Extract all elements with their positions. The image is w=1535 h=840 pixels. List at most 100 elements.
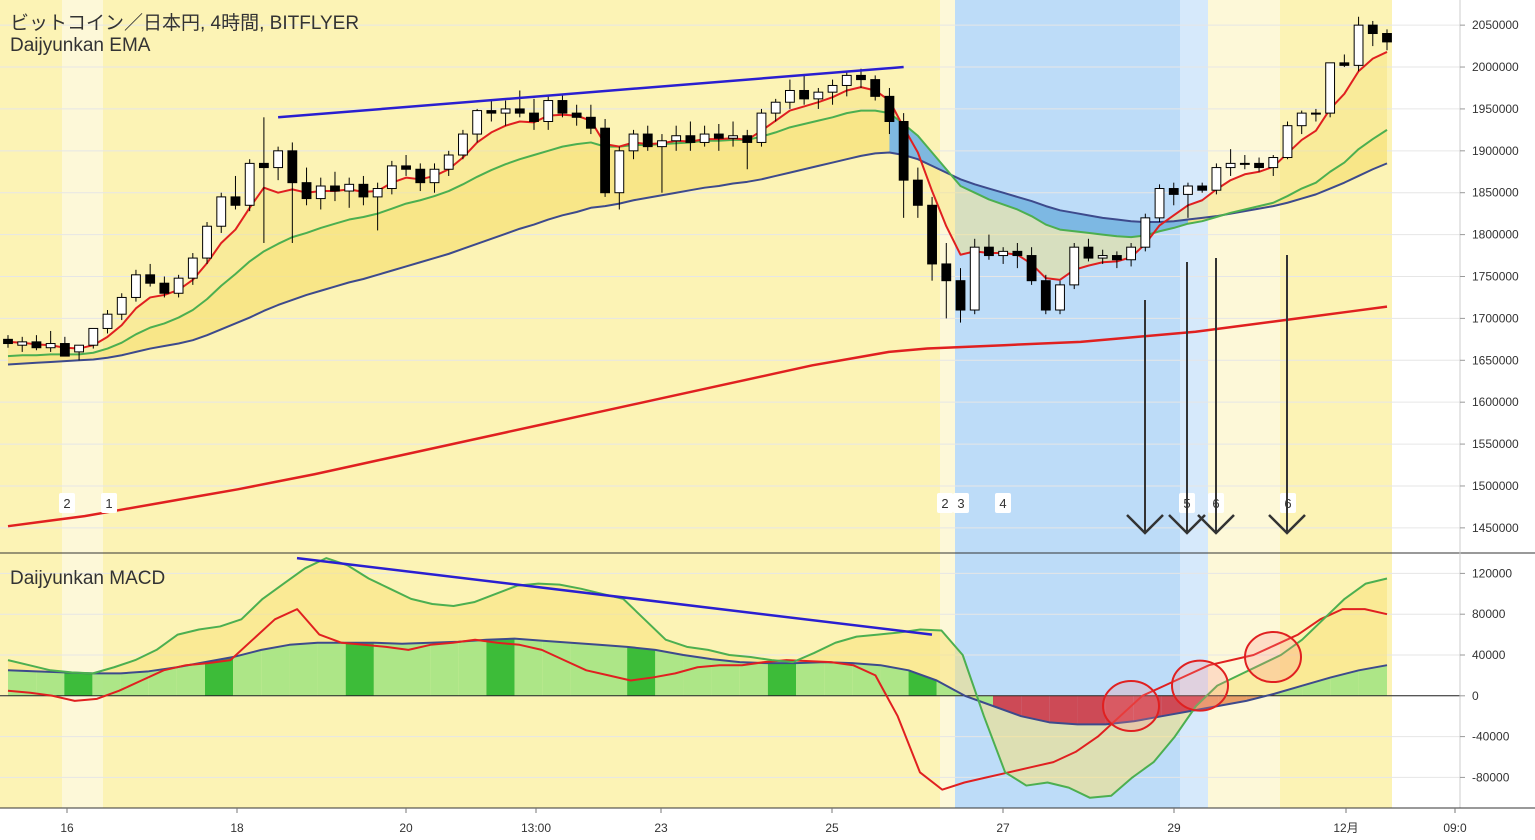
candle-body xyxy=(1126,246,1137,261)
macd-fill xyxy=(8,558,1387,798)
macd-histogram-bar xyxy=(796,662,825,696)
candle-body xyxy=(74,344,84,353)
macd-tick-label: 120000 xyxy=(1472,566,1512,580)
x-tick-label: 16 xyxy=(60,821,74,835)
zone-marker-label: 1 xyxy=(105,496,112,511)
macd-histogram-bar xyxy=(627,646,656,696)
ema-band xyxy=(8,110,1387,365)
candle-body xyxy=(628,133,639,152)
zone-marker: 1 xyxy=(101,493,117,513)
candle-body xyxy=(1183,185,1193,195)
macd-histogram-bar xyxy=(1161,695,1190,717)
macd-histogram-bar xyxy=(711,659,740,696)
macd-histogram-bar xyxy=(852,663,881,696)
zone-marker-label: 2 xyxy=(941,496,948,511)
candle-body xyxy=(145,274,156,284)
x-tick-label: 23 xyxy=(654,821,668,835)
candle-body xyxy=(1339,62,1350,66)
candle-body xyxy=(1311,112,1321,115)
candle-body xyxy=(813,91,824,100)
price-pane xyxy=(3,16,1392,528)
candle-body xyxy=(386,165,397,190)
ema-short-line xyxy=(7,51,1388,350)
x-tick-label: 13:00 xyxy=(521,821,551,835)
signal-arrow xyxy=(1268,255,1306,535)
candle-body xyxy=(159,282,170,294)
zone-marker: 2 xyxy=(59,493,75,513)
candle-body xyxy=(1268,157,1279,169)
macd-pane xyxy=(0,557,1460,799)
zone-band xyxy=(955,0,1180,808)
price-tick-label: 1500000 xyxy=(1472,479,1519,493)
candle-body xyxy=(799,89,810,100)
zone-marker-label: 4 xyxy=(999,496,1006,511)
candle-body xyxy=(244,162,255,206)
zone-marker-box xyxy=(101,493,117,513)
candle-body xyxy=(1111,255,1122,261)
candle-body xyxy=(344,183,355,192)
macd-histogram-bar xyxy=(599,644,628,696)
candle-body xyxy=(458,133,468,156)
candle-body xyxy=(31,341,42,349)
symbol-title: ビットコイン／日本円, 4時間, BITFLYER xyxy=(10,12,359,34)
macd-histogram-bar xyxy=(36,671,65,696)
ema-long-line xyxy=(7,151,1388,366)
arrow-head xyxy=(1197,514,1235,535)
candle-body xyxy=(870,79,881,97)
candle-body xyxy=(330,185,340,192)
signal-circle xyxy=(1102,680,1160,732)
candle-body xyxy=(102,313,113,329)
x-tick-label: 09:0 xyxy=(1443,821,1467,835)
candle-body xyxy=(45,343,56,349)
candle-body xyxy=(1254,162,1264,169)
macd-histogram-bar xyxy=(205,657,234,696)
x-tick-label: 18 xyxy=(230,821,244,835)
candle-body xyxy=(969,246,980,311)
candle-body xyxy=(571,112,582,118)
price-tick-label: 1950000 xyxy=(1472,102,1519,116)
candle-body xyxy=(585,116,596,129)
zone-marker-box xyxy=(953,493,969,513)
candle-body xyxy=(202,225,212,259)
candle-body xyxy=(884,95,895,122)
candle-body xyxy=(88,327,99,346)
macd-histogram-bar xyxy=(542,640,571,696)
price-tick-label: 1850000 xyxy=(1472,186,1519,200)
candle-body xyxy=(514,108,525,114)
candle-body xyxy=(543,100,554,122)
macd-histogram-bar xyxy=(1358,665,1387,696)
price-tick-label: 1550000 xyxy=(1472,437,1519,451)
macd-histogram-bar xyxy=(824,662,853,696)
candle-body xyxy=(429,168,440,184)
macd-histogram-bar xyxy=(767,663,796,696)
candle-body xyxy=(1211,167,1222,191)
candle-body xyxy=(1026,255,1037,282)
candle-body xyxy=(258,162,269,169)
macd-line xyxy=(7,557,1388,799)
candle-body xyxy=(756,112,767,143)
candle-body xyxy=(685,135,696,143)
candle-body xyxy=(955,280,966,311)
macd-histogram-bar xyxy=(176,662,205,696)
candle-body xyxy=(1040,280,1051,311)
signal-circle xyxy=(1171,659,1229,712)
macd-tick-label: 0 xyxy=(1472,689,1479,703)
ema-200-line xyxy=(7,305,1388,528)
macd-tick-label: -80000 xyxy=(1472,770,1510,784)
candle-body xyxy=(1140,217,1151,248)
candle-body xyxy=(984,246,994,257)
zone-marker: 2 xyxy=(937,493,953,513)
price-tick-label: 1800000 xyxy=(1472,228,1519,242)
macd-histogram-bar xyxy=(64,672,93,696)
candle-body xyxy=(59,343,70,357)
macd-signal-line xyxy=(7,608,1388,791)
macd-histogram-bar xyxy=(514,638,543,696)
arrow-head xyxy=(1126,514,1164,535)
candle-body xyxy=(17,341,28,346)
annotations: 21234566 xyxy=(59,65,1306,732)
zone-marker-box xyxy=(59,493,75,513)
candle-body xyxy=(1154,188,1165,219)
signal-arrow xyxy=(1197,258,1235,535)
candle-body xyxy=(1012,250,1023,257)
